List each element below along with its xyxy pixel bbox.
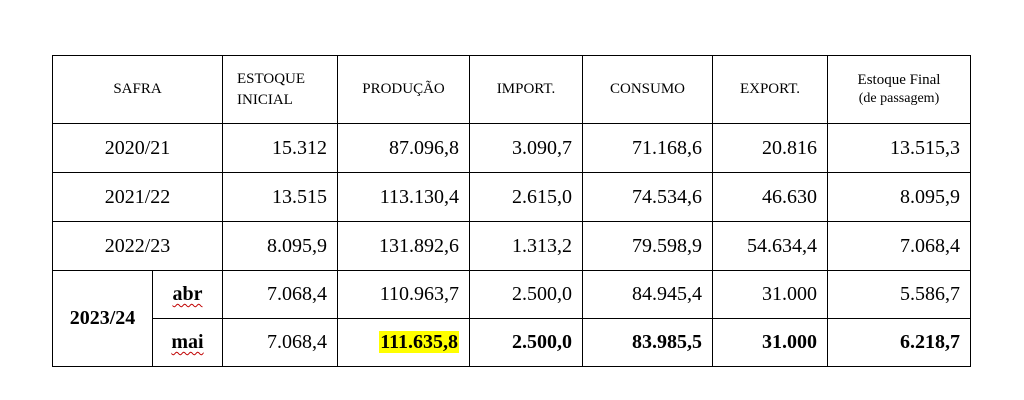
header-estoque-final-line1: Estoque Final	[857, 71, 941, 88]
cell-producao: 113.130,4	[337, 172, 470, 222]
cell-import: 1.313,2	[469, 221, 583, 271]
cell-estoque-inicial: 13.515	[222, 172, 338, 222]
table-row: 2021/22 13.515 113.130,4 2.615,0 74.534,…	[52, 172, 971, 222]
cell-month-abr: abr	[152, 270, 223, 319]
cell-import: 3.090,7	[469, 123, 583, 173]
cell-estoque-final: 6.218,7	[827, 318, 971, 367]
cell-export: 54.634,4	[712, 221, 828, 271]
header-estoque-inicial-line2: INICIAL	[237, 91, 293, 108]
cell-consumo: 74.534,6	[582, 172, 713, 222]
month-label-mai: mai	[171, 331, 204, 353]
cell-safra-current: 2023/24	[52, 270, 153, 367]
header-estoque-final: Estoque Final (de passagem)	[827, 55, 971, 124]
header-producao: PRODUÇÃO	[337, 55, 470, 124]
cell-consumo: 84.945,4	[582, 270, 713, 319]
header-estoque-inicial-line1: ESTOQUE	[237, 71, 306, 88]
cell-producao: 87.096,8	[337, 123, 470, 173]
header-export: EXPORT.	[712, 55, 828, 124]
table-row-abr: 2023/24 abr 7.068,4 110.963,7 2.500,0 84…	[52, 270, 971, 367]
cell-consumo: 83.985,5	[582, 318, 713, 367]
cell-estoque-inicial: 7.068,4	[222, 270, 338, 319]
cell-consumo: 79.598,9	[582, 221, 713, 271]
header-import: IMPORT.	[469, 55, 583, 124]
cell-estoque-inicial: 7.068,4	[222, 318, 338, 367]
cell-estoque-final: 5.586,7	[827, 270, 971, 319]
cell-export: 31.000	[712, 318, 828, 367]
cell-estoque-inicial: 8.095,9	[222, 221, 338, 271]
header-estoque-inicial: ESTOQUE INICIAL	[222, 55, 338, 124]
header-consumo: CONSUMO	[582, 55, 713, 124]
header-estoque-final-line2: (de passagem)	[858, 91, 940, 107]
cell-estoque-final: 8.095,9	[827, 172, 971, 222]
cell-producao: 131.892,6	[337, 221, 470, 271]
table-row-mai: mai 7.068,4 111.635,8 2.500,0 83.985,5 3…	[53, 318, 971, 367]
highlighted-producao: 111.635,8	[379, 331, 459, 353]
header-row: SAFRA ESTOQUE INICIAL PRODUÇÃO IMPORT. C…	[52, 55, 971, 124]
cell-estoque-final: 13.515,3	[827, 123, 971, 173]
cell-export: 46.630	[712, 172, 828, 222]
header-safra: SAFRA	[52, 55, 223, 124]
month-label-abr: abr	[172, 283, 203, 305]
cell-month-mai: mai	[152, 318, 223, 367]
cell-import: 2.615,0	[469, 172, 583, 222]
cell-estoque-final: 7.068,4	[827, 221, 971, 271]
cell-producao: 111.635,8	[337, 318, 470, 367]
table-row: 2022/23 8.095,9 131.892,6 1.313,2 79.598…	[52, 221, 971, 271]
cell-export: 20.816	[712, 123, 828, 173]
cell-safra: 2020/21	[52, 123, 223, 173]
cell-safra: 2021/22	[52, 172, 223, 222]
cell-consumo: 71.168,6	[582, 123, 713, 173]
cell-estoque-inicial: 15.312	[222, 123, 338, 173]
cell-export: 31.000	[712, 270, 828, 319]
table-row: 2020/21 15.312 87.096,8 3.090,7 71.168,6…	[52, 123, 971, 173]
cell-safra: 2022/23	[52, 221, 223, 271]
supply-demand-table: SAFRA ESTOQUE INICIAL PRODUÇÃO IMPORT. C…	[52, 55, 971, 367]
cell-import: 2.500,0	[469, 318, 583, 367]
cell-producao: 110.963,7	[337, 270, 470, 319]
cell-import: 2.500,0	[469, 270, 583, 319]
